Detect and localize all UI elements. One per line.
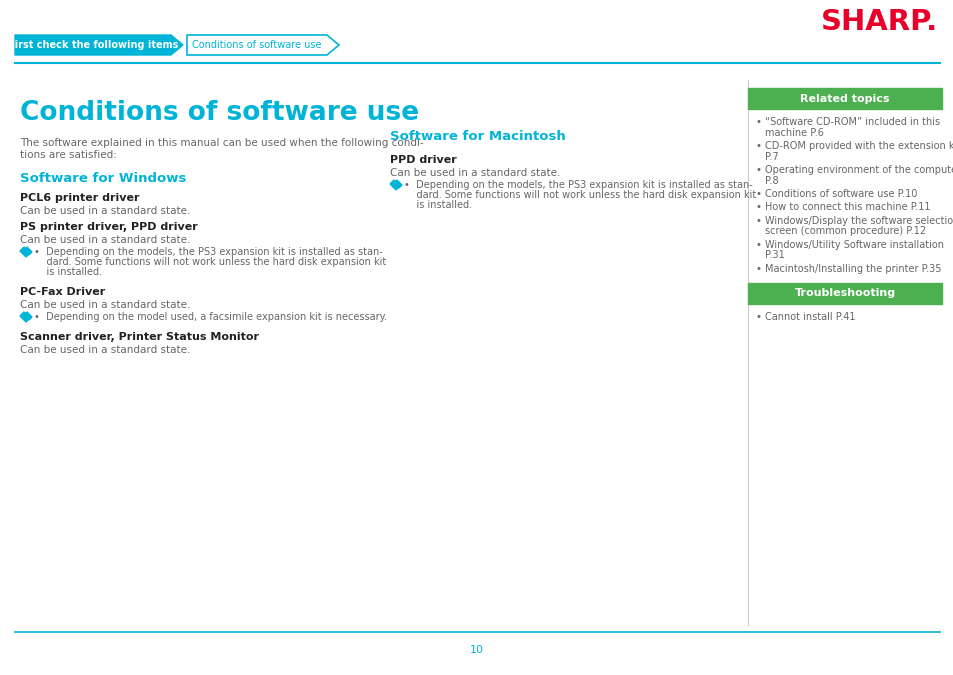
- Text: is installed.: is installed.: [403, 200, 472, 210]
- Text: Can be used in a standard state.: Can be used in a standard state.: [20, 206, 191, 216]
- Polygon shape: [15, 35, 183, 55]
- Text: Conditions of software use: Conditions of software use: [20, 100, 418, 126]
- Text: Cannot install P.41: Cannot install P.41: [764, 311, 855, 321]
- Text: Can be used in a standard state.: Can be used in a standard state.: [390, 168, 559, 178]
- Text: How to connect this machine P.11: How to connect this machine P.11: [764, 202, 929, 213]
- Text: machine P.6: machine P.6: [764, 128, 823, 138]
- Text: Can be used in a standard state.: Can be used in a standard state.: [20, 300, 191, 310]
- Text: “Software CD-ROM” included in this: “Software CD-ROM” included in this: [764, 117, 939, 127]
- Text: P.7: P.7: [764, 151, 778, 161]
- Text: •: •: [755, 165, 761, 175]
- Text: Related topics: Related topics: [800, 94, 889, 103]
- Polygon shape: [24, 312, 32, 320]
- Text: Scanner driver, Printer Status Monitor: Scanner driver, Printer Status Monitor: [20, 332, 258, 342]
- Text: Software for Macintosh: Software for Macintosh: [390, 130, 565, 143]
- Polygon shape: [20, 247, 30, 257]
- Polygon shape: [24, 247, 32, 255]
- Text: First check the following items: First check the following items: [8, 40, 178, 50]
- Text: Can be used in a standard state.: Can be used in a standard state.: [20, 345, 191, 355]
- Text: Macintosh/Installing the printer P.35: Macintosh/Installing the printer P.35: [764, 264, 941, 274]
- Text: Windows/Display the software selection: Windows/Display the software selection: [764, 216, 953, 226]
- Text: dard. Some functions will not work unless the hard disk expansion kit: dard. Some functions will not work unles…: [34, 257, 386, 267]
- Text: CD-ROM provided with the extension kit: CD-ROM provided with the extension kit: [764, 141, 953, 151]
- Text: Conditions of software use: Conditions of software use: [193, 40, 321, 50]
- Text: P.8: P.8: [764, 176, 778, 186]
- Text: Troubleshooting: Troubleshooting: [794, 288, 895, 298]
- Text: 10: 10: [470, 645, 483, 655]
- Text: SHARP.: SHARP.: [820, 8, 937, 36]
- Text: •: •: [755, 141, 761, 151]
- Text: tions are satisfied:: tions are satisfied:: [20, 150, 117, 160]
- Text: Windows/Utility Software installation: Windows/Utility Software installation: [764, 240, 943, 250]
- Text: •: •: [755, 264, 761, 274]
- Bar: [747, 88, 941, 109]
- Text: P.31: P.31: [764, 250, 784, 261]
- Text: PC-Fax Driver: PC-Fax Driver: [20, 287, 105, 297]
- Text: The software explained in this manual can be used when the following condi-: The software explained in this manual ca…: [20, 138, 423, 148]
- Text: PCL6 printer driver: PCL6 printer driver: [20, 193, 139, 203]
- Text: •  Depending on the models, the PS3 expansion kit is installed as stan-: • Depending on the models, the PS3 expan…: [403, 180, 752, 190]
- Text: •: •: [755, 189, 761, 199]
- Bar: [747, 283, 941, 304]
- Text: •  Depending on the models, the PS3 expansion kit is installed as stan-: • Depending on the models, the PS3 expan…: [34, 247, 382, 257]
- Text: •: •: [755, 216, 761, 226]
- Polygon shape: [390, 180, 399, 190]
- Text: •: •: [755, 202, 761, 213]
- Text: Software for Windows: Software for Windows: [20, 172, 186, 185]
- Polygon shape: [394, 180, 401, 188]
- Text: PPD driver: PPD driver: [390, 155, 456, 165]
- Text: •: •: [755, 311, 761, 321]
- Text: •: •: [755, 117, 761, 127]
- Polygon shape: [187, 35, 338, 55]
- Text: •: •: [755, 240, 761, 250]
- Text: •  Depending on the model used, a facsimile expansion kit is necessary.: • Depending on the model used, a facsimi…: [34, 312, 387, 322]
- Text: PS printer driver, PPD driver: PS printer driver, PPD driver: [20, 222, 197, 232]
- Text: Operating environment of the computer: Operating environment of the computer: [764, 165, 953, 175]
- Text: screen (common procedure) P.12: screen (common procedure) P.12: [764, 227, 925, 236]
- Text: dard. Some functions will not work unless the hard disk expansion kit: dard. Some functions will not work unles…: [403, 190, 756, 200]
- Text: Can be used in a standard state.: Can be used in a standard state.: [20, 235, 191, 245]
- Polygon shape: [20, 312, 30, 322]
- Text: Conditions of software use P.10: Conditions of software use P.10: [764, 189, 917, 199]
- Text: is installed.: is installed.: [34, 267, 102, 277]
